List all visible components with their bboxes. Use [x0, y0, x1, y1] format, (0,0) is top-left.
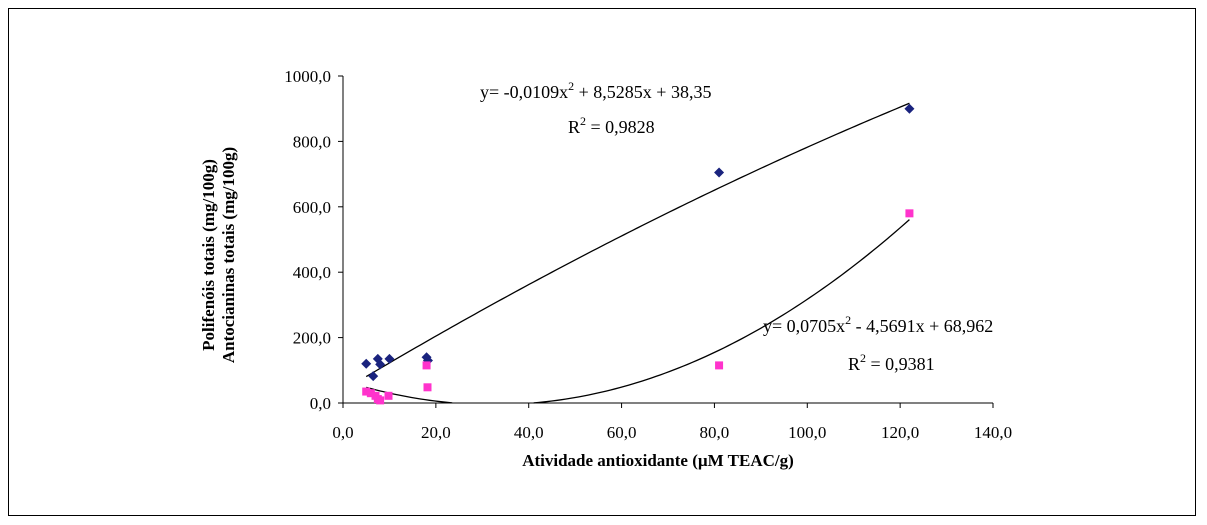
x-tick-label: 0,0 [332, 423, 353, 442]
data-point-series-2 [905, 209, 914, 218]
data-point-series-2 [715, 361, 724, 370]
y-tick-label: 400,0 [293, 263, 331, 282]
data-point-series-1 [361, 358, 372, 369]
y-tick-label: 800,0 [293, 132, 331, 151]
trend-equation-2: y= 0,0705x2 - 4,5691x + 68,962 [763, 313, 993, 336]
trendline-1 [365, 102, 910, 378]
trendline-2 [366, 219, 910, 404]
trend-r2-2: R2 = 0,9381 [848, 351, 935, 374]
data-point-series-2 [376, 396, 385, 405]
axes: 0,0 20,0 40,0 60,0 80,0 100,0 120,0 140,0 0,0 200… [284, 67, 1012, 442]
data-point-series-1 [368, 371, 379, 382]
data-point-series-1 [375, 359, 386, 370]
data-points [361, 103, 915, 405]
x-tick-label: 120,0 [881, 423, 919, 442]
data-point-series-1 [384, 353, 395, 364]
chart-frame [8, 8, 1196, 516]
y-axis-label-line1: Polifenóis totais (mg/100g) [199, 159, 218, 351]
data-point-series-2 [423, 383, 432, 392]
y-axis-label-line2: Antocianinas totais (mg/100g) [219, 147, 238, 363]
x-axis-label: Atividade antioxidante (µM TEAC/g) [522, 451, 794, 470]
data-point-series-2 [422, 361, 431, 370]
data-point-series-2 [362, 387, 371, 396]
data-point-series-2 [384, 391, 393, 400]
trend-r2-1: R2 = 0,9828 [568, 114, 655, 137]
x-tick-label: 80,0 [700, 423, 730, 442]
y-tick-label: 600,0 [293, 198, 331, 217]
x-tick-label: 40,0 [514, 423, 544, 442]
data-point-series-2 [366, 389, 375, 398]
x-tick-label: 20,0 [421, 423, 451, 442]
x-tick-label: 140,0 [974, 423, 1012, 442]
y-tick-label: 1000,0 [284, 67, 331, 86]
x-tick-label: 60,0 [607, 423, 637, 442]
trendlines [365, 102, 910, 404]
y-tick-label: 0,0 [310, 394, 331, 413]
data-point-series-1 [714, 167, 725, 178]
y-tick-label: 200,0 [293, 329, 331, 348]
x-tick-label: 100,0 [788, 423, 826, 442]
data-point-series-1 [904, 103, 915, 114]
trend-equation-1: y= -0,0109x2 + 8,5285x + 38,35 [480, 79, 711, 102]
